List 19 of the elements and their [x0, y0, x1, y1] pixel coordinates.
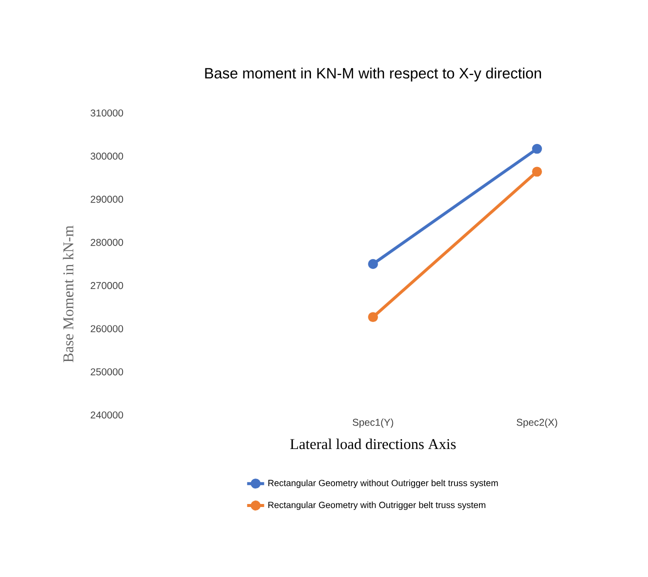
y-tick-label: 270000: [90, 282, 124, 290]
x-axis-title: Lateral load directions Axis: [290, 438, 456, 450]
y-tick-label: 280000: [90, 238, 124, 246]
y-tick-label: 250000: [90, 368, 124, 376]
y-tick-label: 240000: [90, 411, 124, 419]
point: [532, 144, 542, 154]
x-tick-label: Spec2(X): [516, 418, 558, 428]
legend-label: Rectangular Geometry with Outrigger belt truss system: [268, 502, 486, 510]
point: [368, 312, 378, 322]
y-tick-label: 290000: [90, 196, 124, 203]
legend-label: Rectangular Geometry without Outrigger belt truss system: [268, 480, 498, 488]
y-axis-title: Base Moment in kN-m: [62, 226, 74, 362]
y-tick-label: 300000: [90, 152, 124, 160]
x-tick-label: Spec1(Y): [352, 418, 394, 428]
y-tick-label: 260000: [90, 325, 124, 332]
y-tick-label: 310000: [90, 109, 124, 117]
chart-title: Base moment in KN-M with respect to X-y direction: [205, 68, 541, 82]
point: [532, 166, 542, 177]
point: [368, 259, 378, 269]
